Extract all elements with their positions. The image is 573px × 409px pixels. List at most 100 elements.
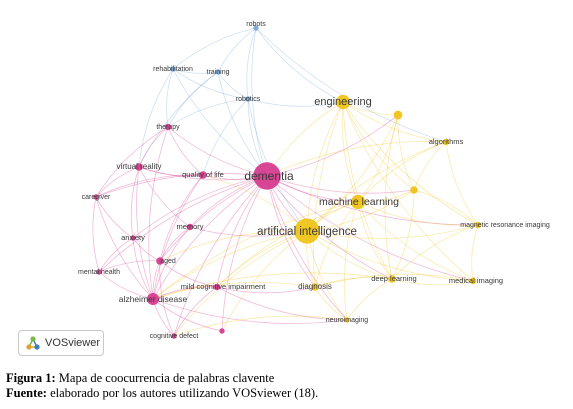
edge-engineering-unlabeled_yellow_2 (342, 101, 415, 191)
node-label-cognitive-defect: cognitive defect (150, 333, 199, 340)
nodes-layer (93, 25, 482, 339)
node-label-machine-learning: machine learning (319, 196, 399, 208)
edge-deep_learning-neuroimaging (346, 278, 393, 321)
edge-alzheimer_disease-neuroimaging (152, 298, 348, 324)
node-label-diagnosis: diagnosis (298, 282, 332, 291)
node-training[interactable] (215, 69, 221, 75)
edge-mild_cognitive_impairment-cognitive_defect (173, 286, 218, 337)
edge-caregiver-anxiety (95, 196, 134, 239)
edge-magnetic_resonance_imaging-medical_imaging (471, 224, 479, 282)
edge-therapy-quality_of_life (167, 126, 204, 176)
node-robotics[interactable] (245, 96, 251, 102)
edge-engineering-machine_learning (341, 101, 359, 203)
edge-magnetic_resonance_imaging-unlabeled_yellow_2 (413, 189, 479, 226)
edge-artificial_intelligence-neuroimaging (306, 230, 348, 321)
node-artificial-intelligence[interactable] (294, 218, 320, 244)
figure-text: Mapa de coocurrencia de palabras clavent… (55, 371, 275, 385)
edge-neuroimaging-cognitive_defect (173, 315, 348, 337)
node-medical-imaging[interactable] (469, 277, 477, 285)
edge-machine_learning-neuroimaging (343, 201, 359, 321)
node-label-neuroimaging: neuroimaging (326, 317, 369, 324)
node-unlabeled-pink-1[interactable] (219, 328, 225, 334)
node-therapy[interactable] (164, 123, 172, 131)
edge-anxiety-mental_health (98, 237, 134, 273)
edge-deep_learning-medical_imaging (391, 278, 474, 286)
edge-aged-cognitive_defect (159, 260, 175, 337)
edge-machine_learning-deep_learning (357, 201, 393, 280)
edge-mild_cognitive_impairment-diagnosis (216, 286, 316, 294)
node-unlabeled-yellow-1[interactable] (393, 110, 403, 120)
node-engineering[interactable] (335, 94, 351, 110)
node-label-robots: robots (246, 21, 266, 28)
edge-artificial_intelligence-medical_imaging (306, 230, 474, 282)
edge-rehabilitation-robotics (172, 68, 249, 100)
edge-artificial_intelligence-unlabeled_pink_1 (221, 230, 308, 332)
node-neuroimaging[interactable] (344, 317, 350, 323)
edge-robots-rehabilitation (172, 27, 257, 70)
node-label-dementia: dementia (244, 169, 294, 183)
edge-quality_of_life-caregiver (95, 174, 204, 198)
node-mental-health[interactable] (96, 269, 102, 275)
edge-rehabilitation-virtual_reality (138, 68, 174, 168)
node-label-anxiety: anxiety (121, 233, 145, 242)
node-dementia[interactable] (253, 162, 281, 190)
edge-machine_learning-medical_imaging (357, 201, 474, 282)
edge-dementia-medical_imaging (266, 175, 474, 282)
node-virtual-reality[interactable] (135, 163, 143, 171)
node-magnetic-resonance-imaging[interactable] (474, 221, 482, 229)
node-caregiver[interactable] (93, 194, 99, 200)
node-robots[interactable] (253, 25, 259, 31)
edge-virtual_reality-anxiety (130, 166, 140, 239)
node-label-artificial-intelligence: artificial intelligence (257, 226, 357, 238)
edge-artificial_intelligence-cognitive_defect (173, 230, 308, 337)
node-cognitive-defect[interactable] (171, 333, 177, 339)
edge-rehabilitation-therapy (166, 68, 174, 128)
edge-unlabeled_yellow_1-deep_learning (384, 114, 399, 280)
edge-quality_of_life-aged (159, 174, 204, 262)
edge-virtual_reality-dementia (138, 166, 268, 181)
edge-robots-engineering (255, 27, 344, 103)
edge-alzheimer_disease-unlabeled_pink_1 (152, 298, 223, 332)
node-rehabilitation[interactable] (170, 66, 176, 72)
node-diagnosis[interactable] (311, 283, 319, 291)
source-text: elaborado por los autores utilizando VOS… (46, 386, 319, 400)
edge-robots-dementia (251, 27, 268, 177)
node-label-aged: aged (160, 258, 176, 265)
edge-algorithms-magnetic_resonance_imaging (445, 141, 479, 226)
edge-artificial_intelligence-quality_of_life (202, 174, 308, 232)
edge-unlabeled_yellow_1-unlabeled_yellow_2 (397, 114, 415, 191)
vosviewer-badge[interactable]: VOSviewer (18, 330, 104, 356)
edge-engineering-dementia (266, 101, 344, 177)
edge-deep_learning-diagnosis (314, 277, 393, 288)
node-label-memory: memory (176, 222, 203, 231)
node-machine-learning[interactable] (350, 194, 366, 210)
node-anxiety[interactable] (130, 235, 136, 241)
edge-machine_learning-magnetic_resonance_imaging (357, 201, 479, 226)
edge-rehabilitation-dementia (172, 68, 268, 177)
edge-training-therapy (167, 71, 219, 128)
node-memory[interactable] (186, 223, 194, 231)
node-deep-learning[interactable] (388, 275, 396, 283)
node-label-training: training (207, 69, 230, 76)
node-mild-cognitive-impairment[interactable] (213, 283, 221, 291)
edge-machine_learning-mild_cognitive_impairment (216, 201, 359, 288)
vosviewer-logo-icon (26, 336, 40, 350)
node-quality-of-life[interactable] (199, 171, 207, 179)
edge-algorithms-dementia (266, 141, 447, 177)
edge-machine_learning-unlabeled_yellow_1 (357, 114, 399, 203)
node-algorithms[interactable] (442, 138, 450, 146)
edge-dementia-anxiety (132, 175, 268, 239)
edge-magnetic_resonance_imaging-deep_learning (391, 224, 479, 280)
edge-caregiver-alzheimer_disease (95, 196, 154, 300)
edge-dementia-neuroimaging (266, 175, 348, 321)
edge-artificial_intelligence-unlabeled_yellow_1 (306, 114, 399, 232)
edge-medical_imaging-diagnosis (314, 273, 474, 288)
edge-engineering-algorithms (342, 101, 447, 143)
node-alzheimer-disease[interactable] (147, 293, 159, 305)
edge-aged-mental_health (98, 260, 161, 273)
labels-layer: robots rehabilitation training robotics engi… (78, 21, 550, 340)
node-aged[interactable] (156, 257, 164, 265)
edge-dementia-magnetic_resonance_imaging (266, 175, 479, 226)
node-unlabeled-yellow-2[interactable] (410, 186, 418, 194)
node-label-algorithms: algorithms (429, 137, 464, 146)
